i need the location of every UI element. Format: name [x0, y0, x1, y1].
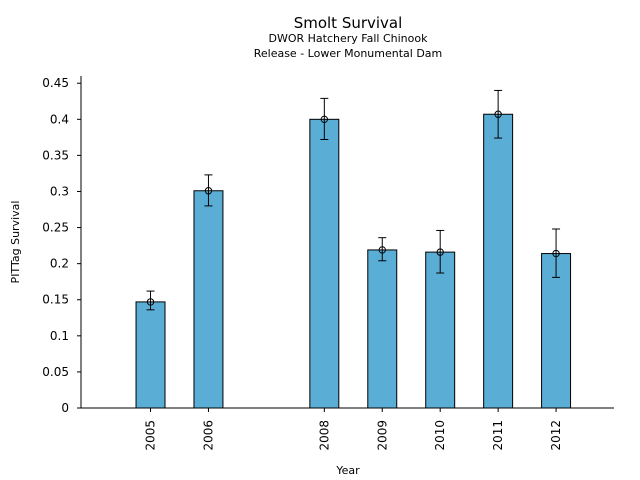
- chart-subtitle-line-1: DWOR Hatchery Fall Chinook: [269, 32, 429, 45]
- x-tick-label: 2012: [549, 420, 563, 451]
- point-marker-2012: [552, 249, 560, 258]
- y-tick-label: 0.1: [50, 329, 69, 343]
- chart-title: Smolt Survival: [294, 14, 403, 32]
- point-marker-2005: [146, 298, 155, 306]
- bar-2008: [309, 118, 340, 409]
- x-tick-label: 2011: [491, 420, 505, 451]
- x-tick-label: 2009: [375, 420, 389, 451]
- y-tick-label: 0.4: [50, 112, 69, 126]
- bar-2009: [367, 249, 398, 409]
- point-marker-2010: [436, 248, 444, 256]
- x-tick-label: 2006: [201, 420, 215, 451]
- bar-2006: [193, 190, 224, 409]
- x-tick-label: 2010: [433, 420, 447, 451]
- plot-area: 0 0.05 0.1 0.15 0.2 0.25 0.3 0.35 0.4 0.45 2005 200…: [42, 76, 614, 451]
- y-tick-label: 0.25: [42, 221, 69, 235]
- point-marker-2006: [204, 187, 213, 195]
- y-tick-label: 0.05: [42, 365, 69, 379]
- chart-subtitle-line-2: Release - Lower Monumental Dam: [254, 47, 443, 60]
- point-marker-2009: [378, 246, 386, 254]
- x-tick-label: 2008: [317, 420, 331, 451]
- bar-2010: [425, 251, 456, 409]
- y-tick-label: 0.2: [50, 257, 69, 271]
- y-tick-label: 0: [61, 401, 69, 415]
- x-axis-label: Year: [335, 464, 360, 477]
- bar-2005: [135, 301, 166, 409]
- y-axis-label: PITTag Survival: [9, 201, 22, 284]
- y-tick-label: 0.15: [42, 293, 69, 307]
- point-marker-2011: [494, 110, 502, 118]
- y-tick-label: 0.3: [50, 184, 69, 198]
- y-tick-label: 0.45: [42, 76, 69, 90]
- y-tick-label: 0.35: [42, 148, 69, 162]
- x-tick-label: 2005: [144, 420, 158, 451]
- bar-2011: [483, 113, 514, 409]
- title-group: Smolt Survival DWOR Hatchery Fall Chinoo…: [254, 14, 443, 60]
- bar-2012: [541, 253, 572, 409]
- point-marker-2008: [320, 115, 329, 124]
